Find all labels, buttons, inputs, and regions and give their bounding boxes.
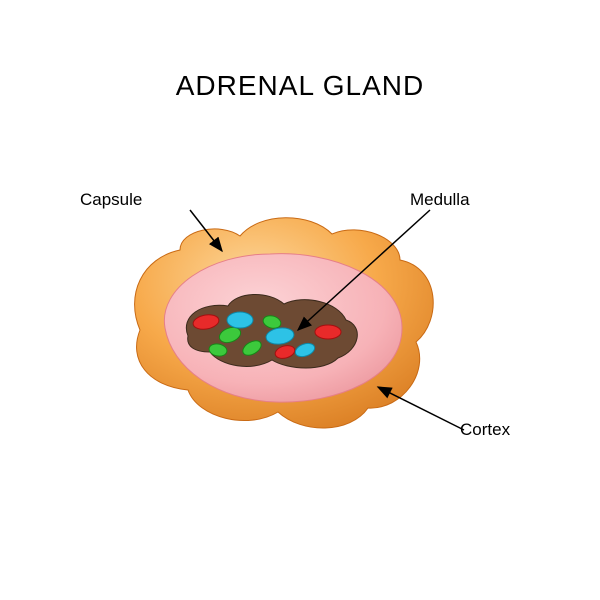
adrenal-gland-diagram xyxy=(80,150,520,490)
medulla-cell xyxy=(227,312,253,328)
page-title: ADRENAL GLAND xyxy=(176,70,424,102)
arrow-cortex xyxy=(378,387,464,430)
medulla-cell xyxy=(315,325,341,339)
